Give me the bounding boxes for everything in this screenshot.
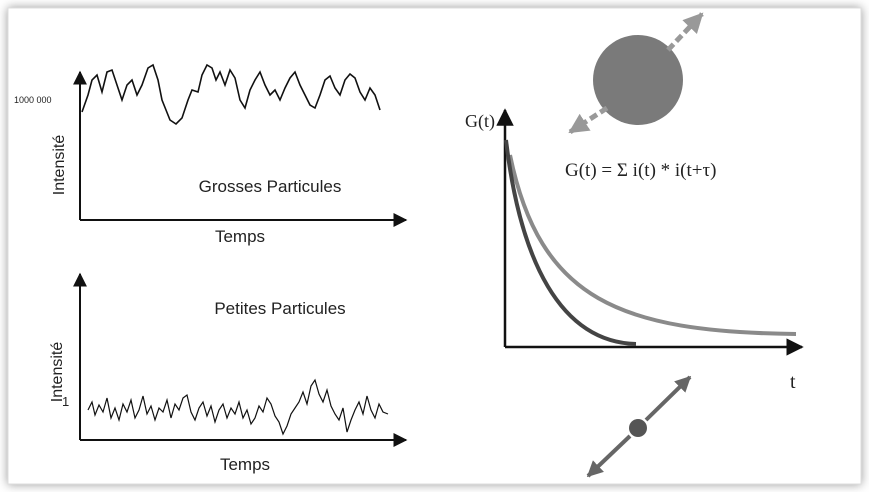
y-axis-label: Intensité — [51, 135, 68, 196]
plot-title: Petites Particules — [214, 299, 345, 318]
top-plot: 1000 000 Intensité Grosses Particules Te… — [14, 63, 408, 246]
x-axis-label: Temps — [215, 227, 265, 246]
y-tick-label: 1000 000 — [14, 95, 52, 105]
motion-arrow — [666, 12, 704, 52]
frame — [7, 7, 862, 485]
y-axis-label: G(t) — [465, 111, 495, 132]
motion-arrow — [644, 375, 692, 422]
motion-arrow — [586, 434, 632, 478]
fast-decay-curve — [504, 139, 637, 346]
x-axis-label: Temps — [220, 455, 270, 474]
small-particle — [629, 419, 647, 437]
motion-arrow — [568, 105, 609, 135]
large-particle — [593, 35, 683, 125]
signal — [87, 378, 389, 436]
x-axis-label: t — [790, 371, 796, 393]
correlation-plot: G(t) G(t) = Σ i(t) * i(t+τ) t — [465, 12, 804, 478]
bottom-plot: 1 Intensité Petites Particules Temps — [49, 272, 408, 474]
plot-title: Grosses Particules — [199, 177, 342, 196]
y-axis-label: Intensité — [49, 342, 66, 403]
slow-decay-curve — [508, 154, 797, 336]
y-tick-label: 1 — [62, 394, 69, 409]
signal — [81, 63, 381, 126]
formula: G(t) = Σ i(t) * i(t+τ) — [565, 160, 716, 181]
